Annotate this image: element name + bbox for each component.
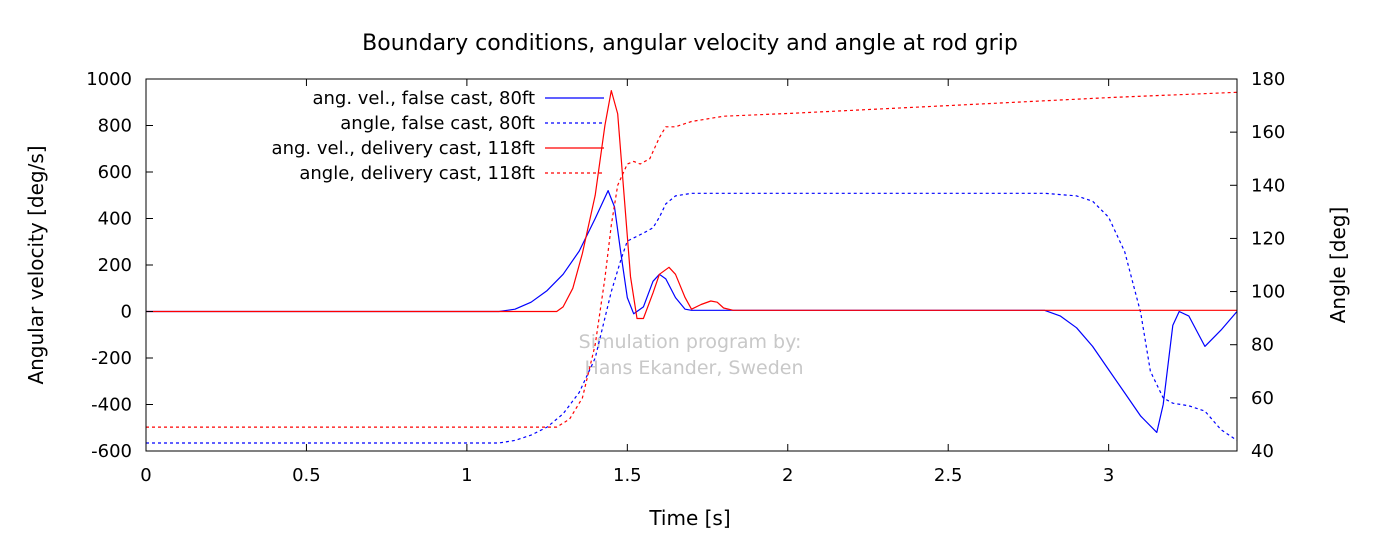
series-line-1 (146, 192, 1238, 444)
y2-tick-label-7: 40 (1251, 441, 1274, 462)
y-tick-label-1: 800 (98, 116, 132, 137)
plot-frame (145, 78, 1238, 452)
y-tick-label-3: 400 (98, 209, 132, 230)
y-tick-label-2: 600 (98, 162, 132, 183)
series-line-0 (146, 190, 1238, 433)
y2-tick-label-2: 140 (1251, 175, 1285, 196)
legend-label-0: ang. vel., false cast, 80ft (312, 88, 535, 109)
x-tick-label-1: 0.5 (292, 465, 321, 486)
y-tick-label-0: 1000 (86, 69, 132, 90)
axes-layer: 0 0.5 1 1.5 2 2.5 3 1000 800 600 400 200 0 -200 -400 -6… (86, 69, 1285, 486)
y2-tick-label-6: 60 (1251, 388, 1274, 409)
series-line-2 (146, 90, 1237, 320)
x-tick-label-3: 1.5 (613, 465, 642, 486)
chart-title: Boundary conditions, angular velocity an… (362, 31, 1018, 56)
y-axis-label: Angular velocity [deg/s] (24, 145, 48, 384)
legend-label-1: angle, false cast, 80ft (340, 113, 535, 134)
y2-tick-label-4: 100 (1251, 282, 1285, 303)
legend-label-2: ang. vel., delivery cast, 118ft (272, 138, 535, 159)
y2-tick-label-0: 180 (1251, 69, 1285, 90)
y2-tick-label-1: 160 (1251, 122, 1285, 143)
x-tick-label-2: 1 (461, 465, 472, 486)
series-line-3 (146, 91, 1238, 428)
y-tick-label-7: -400 (91, 395, 132, 416)
y-tick-label-5: 0 (121, 302, 132, 323)
legend: ang. vel., false cast, 80ft angle, false … (272, 88, 604, 184)
watermark-line-2: Hans Ekander, Sweden (585, 357, 804, 379)
y-tick-label-8: -600 (91, 441, 132, 462)
y2-tick-label-3: 120 (1251, 228, 1285, 249)
series-layer (146, 90, 1238, 444)
watermark-line-1: Simulation program by: (579, 331, 802, 353)
x-axis-label: Time [s] (648, 506, 730, 530)
x-tick-label-5: 2.5 (934, 465, 963, 486)
watermark: Simulation program by: Hans Ekander, Swe… (579, 331, 804, 379)
x-tick-label-0: 0 (140, 465, 151, 486)
y2-tick-label-5: 80 (1251, 335, 1274, 356)
y2-axis-label: Angle [deg] (1326, 207, 1350, 324)
x-tick-label-4: 2 (782, 465, 793, 486)
y-tick-label-4: 200 (98, 255, 132, 276)
legend-label-3: angle, delivery cast, 118ft (299, 163, 535, 184)
x-tick-label-6: 3 (1103, 465, 1114, 486)
y-tick-label-6: -200 (91, 348, 132, 369)
